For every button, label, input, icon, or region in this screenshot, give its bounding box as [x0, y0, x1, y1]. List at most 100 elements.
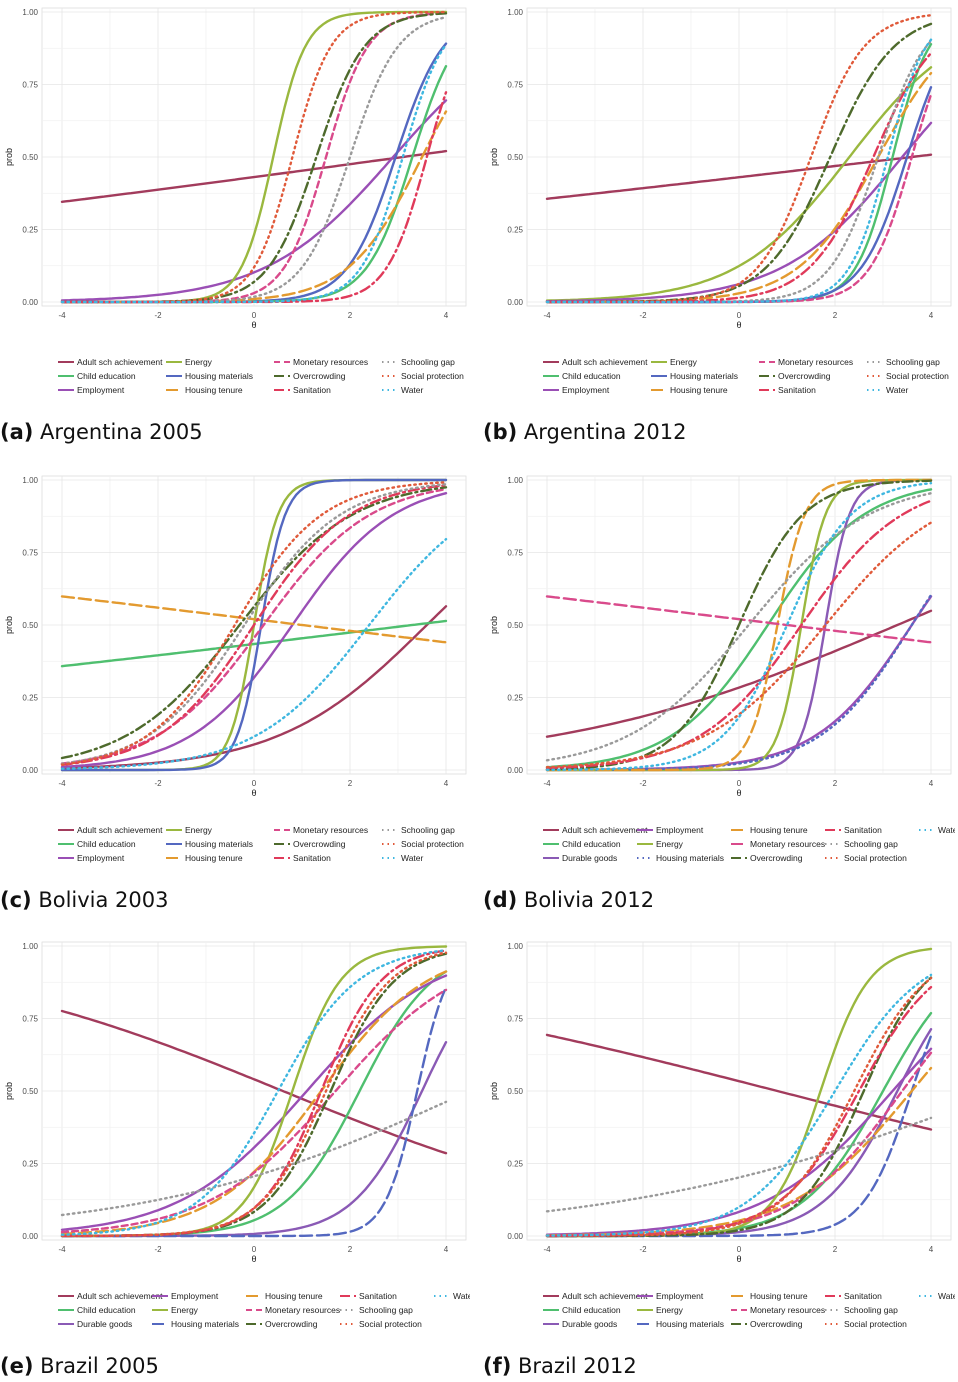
panel-caption: (e) Brazil 2005: [0, 1354, 159, 1378]
panel-caption-label: (b): [483, 420, 518, 444]
legend-label: Overcrowding: [293, 371, 346, 381]
series-line: [60, 16, 448, 304]
legend-label: Housing materials: [185, 371, 253, 381]
legend-label: Durable goods: [77, 1319, 132, 1329]
series-line: [60, 949, 448, 1238]
legend-label: Sanitation: [293, 385, 331, 395]
legend-label: Water: [401, 853, 424, 863]
x-tick-label: 2: [348, 1245, 353, 1254]
y-tick-label: 1.00: [22, 942, 38, 951]
chart-svg: -4 -2 0 2 4 0.00 0.25 0.50 0.75 1.00 θ prob Adult sc…: [489, 941, 955, 1329]
legend-label: Energy: [670, 357, 698, 367]
x-tick-label: 4: [444, 779, 449, 788]
legend-label: Housing tenure: [750, 825, 808, 835]
legend-label: Social protection: [844, 853, 907, 863]
series-line: [545, 478, 933, 772]
y-tick-label: 0.25: [507, 226, 523, 235]
series-line: [60, 488, 448, 765]
legend-label: Housing tenure: [185, 853, 243, 863]
x-tick-label: 0: [737, 1245, 742, 1254]
legend-label: Energy: [171, 1305, 199, 1315]
legend-label: Sanitation: [293, 853, 331, 863]
series-line: [545, 977, 933, 1238]
panel-caption-label: (c): [0, 888, 32, 912]
y-tick-label: 0.00: [507, 298, 523, 307]
x-tick-label: -4: [58, 311, 66, 320]
legend-label: Social protection: [844, 1319, 907, 1329]
panel-caption: (c) Bolivia 2003: [0, 888, 169, 912]
series-line: [545, 609, 933, 738]
chart-svg: -4 -2 0 2 4 0.00 0.25 0.50 0.75 1.00 θ prob Adult sc…: [4, 7, 467, 395]
legend-label: Overcrowding: [265, 1319, 318, 1329]
y-tick-label: 0.75: [22, 81, 38, 90]
y-tick-label: 0.00: [22, 298, 38, 307]
series-line: [545, 1033, 933, 1131]
chart-svg: -4 -2 0 2 4 0.00 0.25 0.50 0.75 1.00 θ prob Adult sc…: [489, 7, 952, 395]
x-tick-label: 2: [348, 311, 353, 320]
legend-label: Child education: [77, 1305, 136, 1315]
chart-panel: -4 -2 0 2 4 0.00 0.25 0.50 0.75 1.00 θ prob Adult sc…: [0, 934, 470, 1334]
series-line: [545, 492, 933, 762]
y-tick-label: 0.50: [22, 1087, 38, 1096]
series-line: [545, 66, 933, 302]
x-tick-label: -2: [154, 1245, 162, 1254]
legend-label: Water: [453, 1291, 470, 1301]
legend-label: Water: [938, 1291, 955, 1301]
x-tick-label: 0: [252, 779, 257, 788]
panel-caption: (d) Bolivia 2012: [483, 888, 654, 912]
series-line: [545, 482, 933, 771]
legend-label: Employment: [656, 1291, 704, 1301]
y-tick-label: 0.25: [22, 694, 38, 703]
x-tick-label: 4: [929, 311, 934, 320]
legend-label: Water: [401, 385, 424, 395]
x-tick-label: 2: [833, 311, 838, 320]
panel-caption-title: Brazil 2005: [33, 1354, 159, 1378]
legend-label: Schooling gap: [359, 1305, 413, 1315]
x-tick-label: 4: [929, 1245, 934, 1254]
legend-label: Monetary resources: [750, 839, 825, 849]
legend-label: Overcrowding: [293, 839, 346, 849]
legend-label: Monetary resources: [293, 357, 368, 367]
legend-label: Durable goods: [562, 1319, 617, 1329]
legend-label: Adult sch achievement: [562, 1291, 648, 1301]
x-tick-label: 4: [444, 311, 449, 320]
legend-label: Child education: [562, 371, 621, 381]
panel-caption-label: (f): [483, 1354, 512, 1378]
y-tick-label: 0.00: [507, 1232, 523, 1241]
series-line: [545, 1116, 933, 1213]
legend-label: Employment: [77, 853, 125, 863]
y-tick-label: 0.50: [507, 621, 523, 630]
y-tick-label: 0.50: [507, 153, 523, 162]
legend-label: Child education: [562, 839, 621, 849]
legend-label: Overcrowding: [750, 1319, 803, 1329]
legend-label: Child education: [77, 839, 136, 849]
legend-label: Adult sch achievement: [562, 357, 648, 367]
legend-label: Durable goods: [562, 853, 617, 863]
y-tick-label: 0.75: [507, 1015, 523, 1024]
legend-label: Housing materials: [670, 371, 738, 381]
series-line: [60, 1100, 448, 1217]
series-line: [545, 153, 933, 200]
chart-svg: -4 -2 0 2 4 0.00 0.25 0.50 0.75 1.00 θ prob Adult sc…: [4, 941, 470, 1329]
panel-caption-title: Argentina 2012: [517, 420, 687, 444]
legend-label: Sanitation: [778, 385, 816, 395]
y-tick-label: 0.00: [507, 766, 523, 775]
legend-label: Housing materials: [656, 1319, 724, 1329]
chart-panel: -4 -2 0 2 4 0.00 0.25 0.50 0.75 1.00 θ prob Adult sc…: [0, 0, 470, 400]
legend-label: Energy: [656, 1305, 684, 1315]
y-axis-title: prob: [489, 616, 499, 634]
legend-label: Housing materials: [656, 853, 724, 863]
legend-label: Housing tenure: [750, 1291, 808, 1301]
x-tick-label: -2: [154, 779, 162, 788]
legend-label: Schooling gap: [844, 1305, 898, 1315]
legend-label: Employment: [562, 385, 610, 395]
legend-label: Monetary resources: [778, 357, 853, 367]
series-line: [60, 149, 448, 203]
series-line: [545, 14, 933, 304]
chart-panel: -4 -2 0 2 4 0.00 0.25 0.50 0.75 1.00 θ prob Adult sc…: [485, 468, 955, 868]
x-axis-title: θ: [736, 1254, 741, 1264]
legend-label: Social protection: [359, 1319, 422, 1329]
x-tick-label: -2: [639, 1245, 647, 1254]
panel-caption-label: (a): [0, 420, 34, 444]
x-tick-label: 4: [444, 1245, 449, 1254]
